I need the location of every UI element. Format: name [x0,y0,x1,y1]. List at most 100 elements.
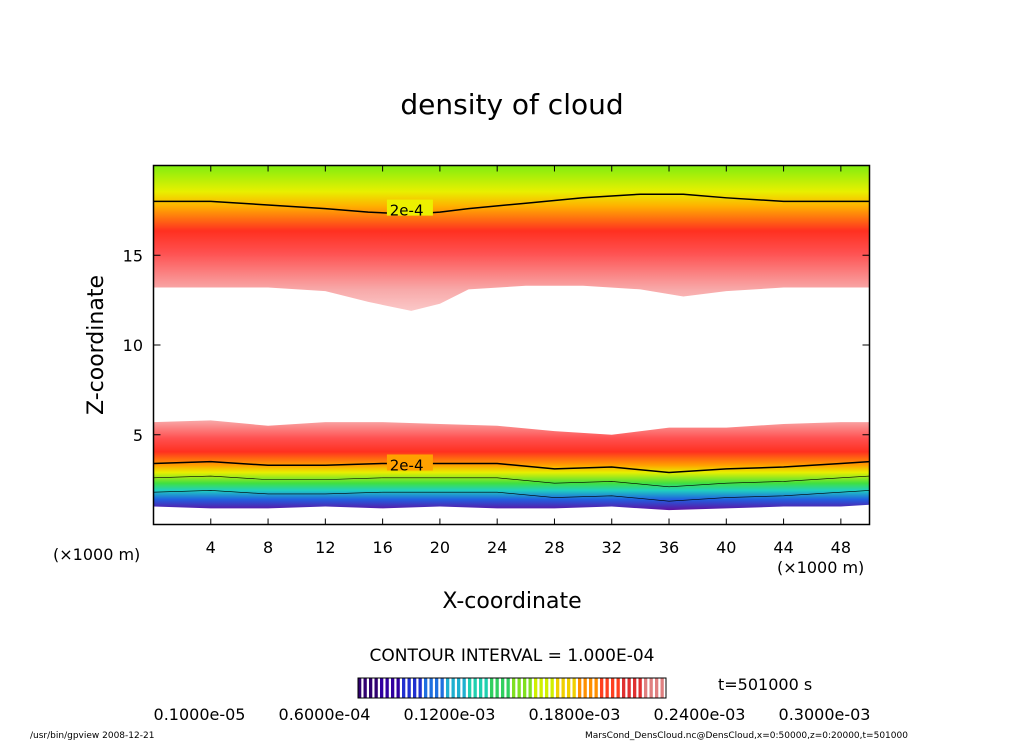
x-tick-label: 44 [773,538,793,557]
colorbar-segment [644,678,648,698]
y-tick-label: 15 [123,246,143,265]
colorbar-segment [374,678,378,698]
footer-source: MarsCond_DensCloud.nc@DensCloud,x=0:5000… [585,731,908,741]
colorbar-segment [660,678,664,698]
colorbar-segment [484,678,488,698]
upper-cloud-fill [153,165,870,311]
y-tick-label: 5 [133,426,143,445]
colorbar-segment [633,678,637,698]
colorbar-segment [446,678,450,698]
colorbar-segment [561,678,565,698]
colorbar-frame [357,677,667,699]
lower-contour-label-bg [386,454,433,471]
colorbar-segment [556,678,560,698]
colorbar-labels: 0.1000e-05 0.6000e-04 0.1200e-03 0.1800e-03… [154,705,871,724]
colorbar-segment [369,678,373,698]
colorbar-segment [600,678,604,698]
y-unit-label: (×1000 m) [53,545,140,564]
upper-contour-line [153,193,870,215]
time-label: t=501000 s [718,675,812,694]
colorbar-segment [396,678,400,698]
x-tick-label: 16 [372,538,392,557]
colorbar-segment [567,678,571,698]
lower-contour-line-2 [153,475,870,488]
x-tick-label: 36 [659,538,679,557]
x-axis-ticks: 4 8 12 16 20 24 28 32 36 40 44 48 [206,165,851,557]
colorbar-segment [545,678,549,698]
y-axis-ticks: 5 10 15 [123,246,870,445]
colorbar-segment [589,678,593,698]
colorbar-segment [627,678,631,698]
lower-contour-label: 2e-4 [390,456,424,474]
colorbar-segment [490,678,494,698]
colorbar-segment [418,678,422,698]
colorbar-segment [506,678,510,698]
colorbar-segment [655,678,659,698]
lower-contour-line-3 [153,490,870,502]
colorbar-label: 0.1200e-03 [404,705,496,724]
colorbar-segment [457,678,461,698]
colorbar-segment [424,678,428,698]
colorbar-label: 0.3000e-03 [779,705,871,724]
chart-title: density of cloud [400,88,623,121]
upper-contour-label: 2e-4 [390,201,424,219]
colorbar-segment [385,678,389,698]
lower-contour-line [153,460,870,474]
x-tick-label: 48 [831,538,851,557]
x-tick-label: 12 [315,538,335,557]
colorbar-segment [539,678,543,698]
plot-area: 2e-4 2e-4 [153,165,870,511]
colorbar-label: 0.1800e-03 [529,705,621,724]
colorbar-label: 0.1000e-05 [154,705,246,724]
x-tick-label: 8 [263,538,273,557]
x-tick-label: 4 [206,538,216,557]
colorbar-segment [578,678,582,698]
colorbar [357,677,667,699]
colorbar-segment [638,678,642,698]
colorbar-segment [594,678,598,698]
colorbar-segment [413,678,417,698]
colorbar-segment [429,678,433,698]
x-tick-label: 24 [487,538,507,557]
colorbar-segment [407,678,411,698]
colorbar-segment [479,678,483,698]
colorbar-segment [473,678,477,698]
colorbar-segment [523,678,527,698]
colorbar-segment [528,678,532,698]
colorbar-label: 0.2400e-03 [654,705,746,724]
colorbar-segment [517,678,521,698]
colorbar-segment [451,678,455,698]
colorbar-segment [550,678,554,698]
x-tick-label: 40 [716,538,736,557]
colorbar-segment [501,678,505,698]
colorbar-segment [649,678,653,698]
colorbar-segment [363,678,367,698]
colorbar-segment [605,678,609,698]
colorbar-label: 0.6000e-04 [279,705,371,724]
x-tick-label: 32 [602,538,622,557]
upper-contour-label-bg [386,199,433,216]
colorbar-segment [583,678,587,698]
y-axis-label: Z-coordinate [84,275,109,415]
contour-interval-label: CONTOUR INTERVAL = 1.000E-04 [370,646,655,666]
colorbar-segment [572,678,576,698]
colorbar-segment [512,678,516,698]
x-tick-label: 28 [544,538,564,557]
y-tick-label: 10 [123,336,143,355]
colorbar-segment [534,678,538,698]
colorbar-segment [402,678,406,698]
x-tick-label: 20 [430,538,450,557]
footer-program: /usr/bin/gpview 2008-12-21 [30,731,154,741]
colorbar-segment [440,678,444,698]
colorbar-segment [358,678,362,698]
colorbar-segment [622,678,626,698]
x-unit-label: (×1000 m) [777,558,864,577]
colorbar-segment [391,678,395,698]
colorbar-segment [462,678,466,698]
colorbar-segment [616,678,620,698]
colorbar-segment [380,678,384,698]
colorbar-segment [435,678,439,698]
colorbar-segment [468,678,472,698]
colorbar-segment [495,678,499,698]
